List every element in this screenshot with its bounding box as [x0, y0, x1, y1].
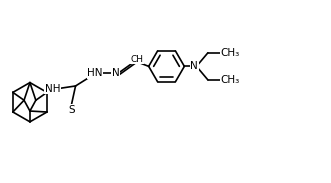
Text: NH: NH	[45, 84, 60, 94]
Text: S: S	[68, 105, 74, 115]
Text: CH: CH	[131, 55, 144, 64]
Text: CH₃: CH₃	[220, 48, 240, 58]
Text: N: N	[112, 68, 120, 79]
Text: N: N	[190, 61, 198, 71]
Text: HN: HN	[87, 68, 103, 79]
Text: CH₃: CH₃	[220, 75, 240, 85]
